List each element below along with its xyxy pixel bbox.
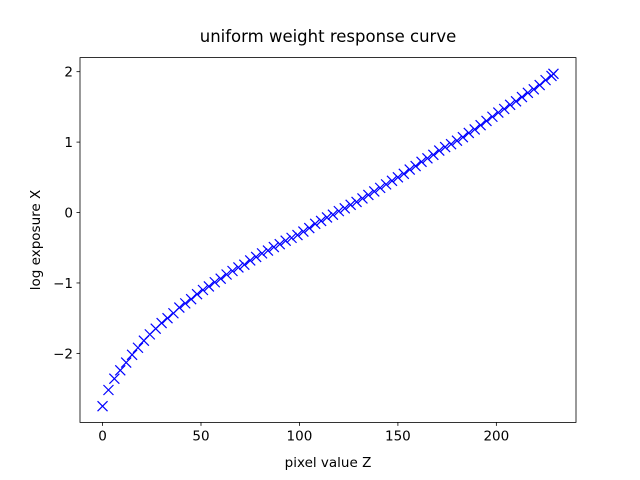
marker [492,107,504,118]
marker [297,226,309,237]
marker [274,238,286,250]
x-tick-label: 150 [385,428,411,444]
marker [333,205,345,217]
x-axis-label: pixel value Z [285,455,372,471]
marker [114,364,126,376]
marker [315,215,327,227]
marker [481,115,492,127]
marker [392,171,404,183]
axes-frame [79,57,577,423]
marker [173,302,185,314]
marker [103,384,114,396]
marker [280,235,292,247]
marker [475,119,487,131]
marker [327,209,339,221]
marker [469,124,481,135]
marker [386,175,398,187]
marker [357,193,368,204]
marker [209,276,221,288]
marker [286,232,297,244]
marker [339,202,351,214]
x-tick-label: 0 [98,428,107,444]
chart-title: uniform weight response curve [200,27,457,46]
x-tick-label: 200 [483,428,509,444]
y-tick-label: 2 [64,65,73,81]
marker [221,269,233,280]
marker [410,160,422,172]
marker [238,259,250,271]
marker [548,68,559,80]
marker [398,168,410,180]
marker [191,288,203,300]
marker [486,111,498,123]
marker [268,241,280,253]
marker [463,127,475,139]
marker [374,182,386,194]
marker [244,254,256,266]
y-axis-label: log exposure X [28,190,44,290]
marker [162,312,173,324]
marker [404,164,416,175]
x-tick-label: 50 [192,428,209,444]
marker [427,149,439,161]
marker [368,185,380,197]
marker [522,87,534,99]
marker [197,284,209,296]
marker [309,218,321,230]
marker [534,79,546,91]
marker [504,99,516,111]
y-tick-label: 0 [64,206,73,222]
marker [227,265,238,277]
marker [185,293,197,305]
marker [303,222,315,234]
marker [262,245,274,256]
y-tick-label: −1 [53,276,73,292]
marker [457,131,469,143]
marker [97,400,108,412]
marker [451,135,463,147]
marker [416,156,427,168]
marker [439,141,451,153]
marker [540,74,552,86]
marker [108,373,120,385]
marker [126,349,138,361]
marker [380,178,392,190]
marker [422,152,433,164]
marker [132,342,144,354]
marker [345,199,357,211]
marker [321,212,333,223]
marker [232,262,244,273]
marker [156,317,168,329]
marker [516,91,528,103]
marker [528,83,540,95]
x-tick-label: 100 [287,428,313,444]
marker [510,95,522,107]
marker [445,138,457,150]
marker [256,247,268,259]
marker [362,189,374,201]
marker [250,251,262,263]
marker [292,229,303,241]
y-tick-label: 1 [64,135,73,151]
y-tick-label: −2 [53,346,73,362]
marker [179,297,191,309]
marker [433,145,445,156]
marker [120,357,132,368]
marker [351,196,362,208]
marker [203,281,215,292]
marker [498,103,510,115]
marker [215,273,227,285]
